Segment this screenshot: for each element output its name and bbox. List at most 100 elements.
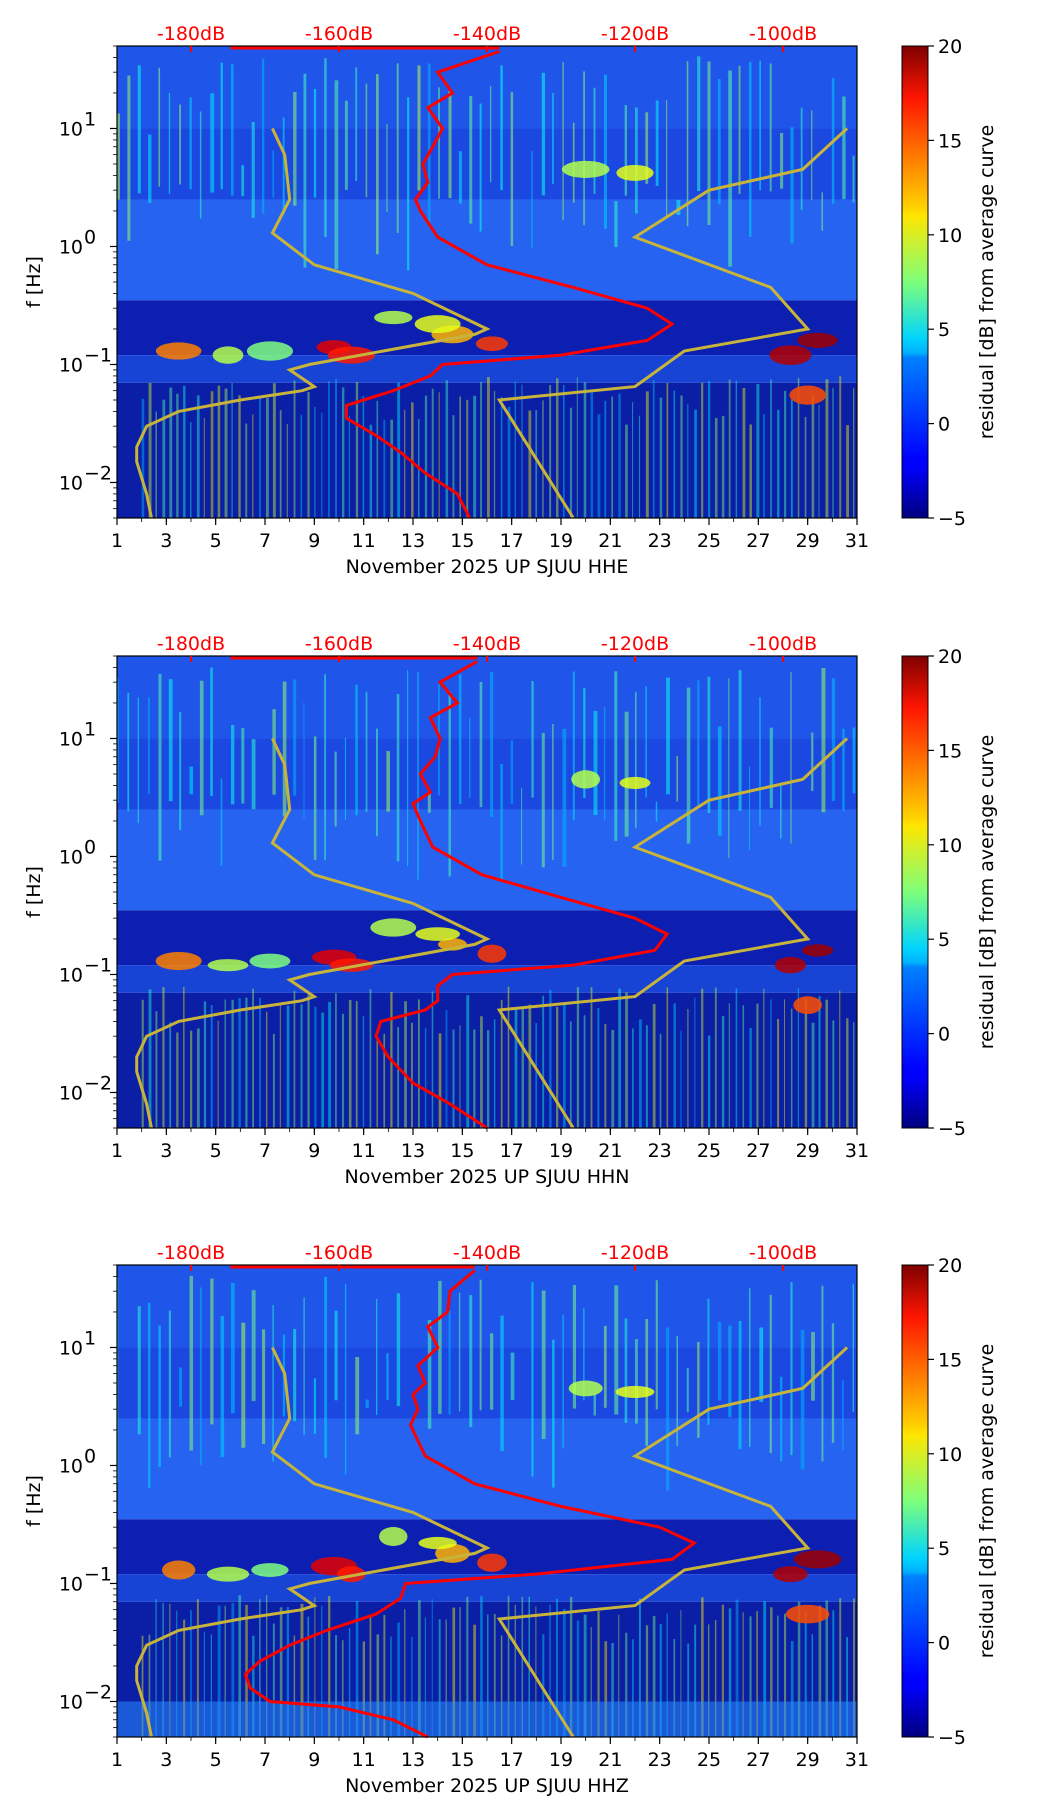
x-tick-label: 25 [697,1749,721,1771]
x-tick-label: 21 [598,530,622,552]
heatmap-streak [531,1282,533,1476]
heatmap-streak [438,87,440,198]
heatmap-streak [342,387,344,518]
y-tick-exponent: −2 [84,1072,112,1094]
heatmap-streak [376,74,379,254]
heatmap-streak [397,694,400,861]
y-tick-exponent: 0 [84,226,96,248]
heatmap-streak [473,396,476,518]
heatmap-streak [531,681,533,798]
heatmap-streak [231,64,234,195]
heatmap-blob [415,927,460,941]
heatmap-streak [756,1004,758,1128]
heatmap-streak [645,1319,648,1446]
x-tick-label: 11 [352,1749,376,1771]
heatmap-streak [294,381,296,518]
heatmap-streak [280,1003,281,1128]
heatmap-streak [821,192,823,231]
heatmap-streak [832,678,835,801]
heatmap-streak [694,410,697,518]
heatmap-streak [473,1030,475,1128]
colorbar-label: residual [dB] from average curve [976,1344,998,1659]
heatmap-streak [770,728,773,808]
heatmap-streak [376,729,378,837]
heatmap-blob [162,1561,195,1580]
x-tick-label: 1 [111,530,123,552]
colorbar-tick-label: 20 [938,1255,962,1277]
heatmap-streak [266,1012,267,1128]
heatmap-streak [149,989,152,1128]
heatmap-streak [853,156,855,203]
heatmap-streak [632,402,633,518]
heatmap-streak [221,63,223,190]
heatmap-streak [386,124,387,212]
heatmap-streak [646,391,649,518]
x-tick-label: 7 [259,1749,271,1771]
heatmap-streak [515,1008,518,1128]
heatmap-streak [169,388,172,518]
heatmap-blob [213,346,244,363]
heatmap-streak [715,988,717,1128]
heatmap-streak [404,1001,407,1128]
heatmap-streak [417,672,418,879]
x-tick-label: 19 [549,1749,573,1771]
heatmap-streak [676,756,678,802]
heatmap-streak [190,1276,194,1451]
heatmap-streak [749,1028,751,1128]
x-tick-label: 23 [648,1140,672,1162]
y-tick-label: 10 [59,236,83,258]
heatmap-band [117,810,857,911]
heatmap-blob [208,959,249,971]
heatmap-streak [508,407,511,518]
heatmap-streak [262,59,264,214]
heatmap-streak [459,1025,460,1128]
x-tick-label: 17 [500,1140,524,1162]
heatmap-blob [616,165,653,181]
heatmap-streak [197,1028,200,1128]
db-axis-label: -160dB [305,1242,373,1264]
heatmap-blob [476,336,508,351]
x-tick-label: 11 [352,1140,376,1162]
heatmap-streak [708,61,711,225]
heatmap-streak [715,418,718,518]
heatmap-streak [183,987,184,1128]
x-tick-label: 31 [845,1140,869,1162]
heatmap-streak [521,788,522,865]
heatmap-streak [811,733,813,792]
db-axis-label: -120dB [601,1242,669,1264]
heatmap-streak [625,1318,628,1423]
heatmap-streak [238,395,240,518]
db-axis-label: -160dB [305,23,373,45]
db-axis-label: -120dB [601,23,669,45]
heatmap-blob [794,1550,841,1568]
heatmap-streak [656,802,658,822]
heatmap-streak [200,1287,202,1464]
heatmap-streak [370,989,372,1128]
heatmap-streak [259,398,261,518]
heatmap-streak [490,1333,493,1409]
y-tick-exponent: −2 [84,462,112,484]
heatmap-streak [656,100,659,186]
y-tick-exponent: −1 [84,954,112,976]
heatmap-streak [749,1288,751,1447]
heatmap-streak [190,97,192,189]
heatmap-streak [432,992,433,1128]
y-tick-exponent: −2 [84,1681,112,1703]
heatmap-streak [183,386,185,518]
heatmap-streak [687,61,689,226]
heatmap-streak [148,697,150,794]
heatmap-streak [335,993,337,1128]
heatmap-streak [138,1306,141,1434]
heatmap-streak [594,711,598,815]
heatmap-streak [280,410,282,518]
heatmap-streak [383,420,385,518]
heatmap-streak [494,1019,495,1128]
heatmap-streak [511,92,513,246]
heatmap-streak [653,1004,656,1128]
spectrogram-figure: 1 3 5 7 9 11 13 15 17 19 21 23 25 27 29 31November 2025… [0,0,1052,1806]
y-tick-label: 10 [59,964,83,986]
spectrogram-heatmap [117,1265,857,1737]
heatmap-streak [708,677,711,813]
y-tick-label: 10 [59,846,83,868]
colorbar-label: residual [dB] from average curve [976,735,998,1050]
